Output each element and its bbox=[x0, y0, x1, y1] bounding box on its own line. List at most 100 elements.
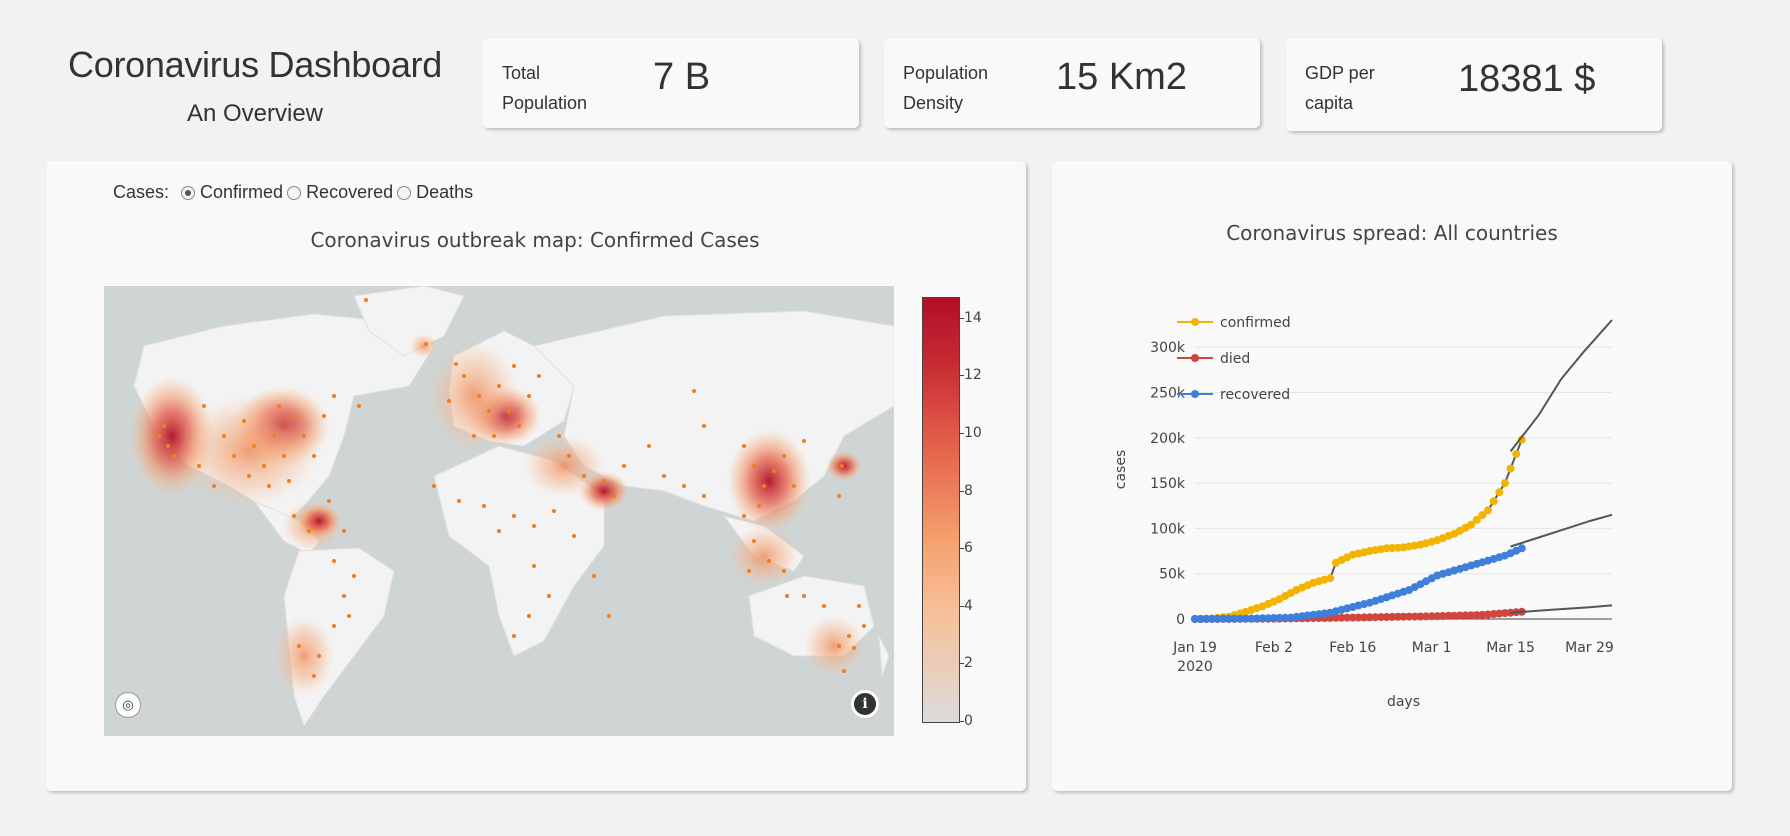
colorbar bbox=[922, 297, 960, 723]
radio-recovered[interactable]: Recovered bbox=[287, 182, 393, 203]
series-point-confirmed bbox=[1489, 497, 1498, 506]
series-point-died bbox=[1450, 611, 1459, 620]
map-title: Coronavirus outbreak map: Confirmed Case… bbox=[310, 228, 760, 252]
radio-label: Deaths bbox=[416, 182, 474, 202]
colorbar-tick: 14 bbox=[960, 310, 982, 326]
x-tick-label: Mar 15 bbox=[1486, 640, 1535, 656]
radio-label: Confirmed bbox=[200, 182, 284, 202]
series-point-recovered bbox=[1269, 614, 1278, 622]
series-point-died bbox=[1337, 613, 1346, 622]
series-point-confirmed bbox=[1495, 488, 1504, 497]
series-point-died bbox=[1472, 611, 1481, 620]
y-tick-label: 200k bbox=[1150, 431, 1186, 447]
x-tick-label: Mar 1 bbox=[1412, 640, 1452, 656]
y-axis-title: cases bbox=[1113, 450, 1129, 489]
line-chart[interactable]: 0 50k 100k 150k 200k 250k 300k Jan 19 Feb 2 Feb 1… bbox=[1052, 270, 1732, 730]
radio-button[interactable] bbox=[397, 185, 412, 200]
series-point-recovered bbox=[1236, 614, 1245, 623]
series-point-confirmed bbox=[1506, 464, 1515, 473]
series-point-confirmed bbox=[1512, 450, 1521, 459]
series-point-died bbox=[1422, 612, 1430, 621]
projection-line bbox=[1510, 513, 1613, 548]
new-zealand-land bbox=[878, 635, 890, 677]
colorbar-tick: 0 bbox=[960, 713, 973, 729]
projection-line bbox=[1510, 604, 1613, 614]
x-axis-title: days bbox=[1387, 694, 1420, 710]
x-tick-label: Jan 19 bbox=[1172, 640, 1217, 656]
series-point-died bbox=[1416, 612, 1425, 621]
series-point-recovered bbox=[1191, 615, 1199, 623]
page-title: Coronavirus Dashboard bbox=[68, 44, 442, 85]
stat-card-population-density: Population Density 15 Km2 bbox=[884, 38, 1260, 128]
colorbar-tick: 6 bbox=[960, 540, 973, 556]
series-point-confirmed bbox=[1478, 511, 1487, 520]
series-point-died bbox=[1438, 612, 1447, 620]
mapbox-logo-icon[interactable]: ◎ bbox=[115, 692, 141, 718]
series-point-died bbox=[1444, 611, 1453, 620]
series-point-recovered bbox=[1258, 614, 1267, 623]
series-point-died bbox=[1399, 612, 1408, 621]
series-point-confirmed bbox=[1500, 479, 1509, 488]
radio-confirmed[interactable]: Confirmed bbox=[181, 182, 283, 203]
stat-label: Population Density bbox=[903, 63, 989, 113]
y-tick-label: 0 bbox=[1176, 612, 1185, 628]
stat-value: 18381 $ bbox=[1458, 58, 1596, 100]
x-tick-label: Feb 2 bbox=[1255, 640, 1293, 656]
y-tick-label: 100k bbox=[1150, 521, 1186, 537]
series-point-recovered bbox=[1517, 544, 1526, 553]
series-point-died bbox=[1382, 613, 1391, 621]
radio-button[interactable] bbox=[287, 185, 302, 200]
series-point-died bbox=[1393, 612, 1402, 621]
series-point-recovered bbox=[1202, 614, 1211, 623]
chart-title: Coronavirus spread: All countries bbox=[1226, 221, 1558, 245]
legend-label-recovered: recovered bbox=[1220, 387, 1290, 403]
series-point-recovered bbox=[1275, 613, 1284, 622]
radio-deaths[interactable]: Deaths bbox=[397, 182, 473, 203]
series-point-died bbox=[1461, 611, 1470, 620]
outbreak-map[interactable]: ◎ i bbox=[104, 286, 894, 736]
series-point-died bbox=[1343, 613, 1352, 622]
series-point-confirmed bbox=[1472, 515, 1481, 524]
colorbar-tick: 12 bbox=[960, 367, 982, 383]
series-point-died bbox=[1331, 613, 1340, 622]
cases-label: Cases: bbox=[113, 182, 170, 202]
series-point-died bbox=[1410, 612, 1419, 621]
cases-radio-group: Cases: Confirmed Recovered Deaths bbox=[113, 182, 477, 203]
chart-panel bbox=[1052, 161, 1732, 791]
series-point-died bbox=[1377, 613, 1385, 622]
series-point-died bbox=[1360, 613, 1369, 622]
series-point-recovered bbox=[1241, 614, 1250, 623]
legend-label-died: died bbox=[1220, 351, 1250, 367]
series-point-confirmed bbox=[1467, 520, 1476, 529]
x-tick-label: Mar 29 bbox=[1565, 640, 1614, 656]
series-point-died bbox=[1427, 612, 1436, 621]
colorbar-tick: 4 bbox=[960, 598, 973, 614]
series-point-confirmed bbox=[1326, 574, 1335, 583]
series-point-recovered bbox=[1281, 613, 1290, 622]
series-point-died bbox=[1455, 611, 1464, 620]
colorbar-tick: 10 bbox=[960, 425, 982, 441]
series-point-confirmed bbox=[1517, 435, 1526, 444]
page-subtitle: An Overview bbox=[186, 100, 324, 127]
series-point-recovered bbox=[1196, 615, 1205, 623]
series-point-died bbox=[1433, 612, 1442, 621]
radio-button-checked[interactable] bbox=[181, 185, 196, 200]
series-point-confirmed bbox=[1484, 506, 1492, 515]
heat-layer bbox=[130, 334, 864, 696]
colorbar-tick: 8 bbox=[960, 483, 973, 499]
stat-value: 7 B bbox=[653, 56, 711, 98]
series-point-confirmed bbox=[1388, 544, 1397, 552]
stat-card-total-population: Total Population 7 B bbox=[483, 38, 859, 128]
series-point-died bbox=[1467, 611, 1476, 620]
series-point-recovered bbox=[1230, 614, 1239, 623]
series-point-died bbox=[1405, 612, 1414, 621]
stat-card-gdp-per-capita: GDP per capita 18381 $ bbox=[1286, 38, 1662, 131]
y-tick-label: 250k bbox=[1150, 385, 1186, 401]
x-tick-label: Feb 16 bbox=[1329, 640, 1376, 656]
series-point-died bbox=[1388, 612, 1397, 621]
series-point-recovered bbox=[1207, 614, 1216, 623]
series-point-recovered bbox=[1247, 614, 1256, 623]
stat-value: 15 Km2 bbox=[1056, 56, 1187, 98]
series-point-recovered bbox=[1224, 614, 1233, 623]
info-icon[interactable]: i bbox=[851, 690, 879, 718]
